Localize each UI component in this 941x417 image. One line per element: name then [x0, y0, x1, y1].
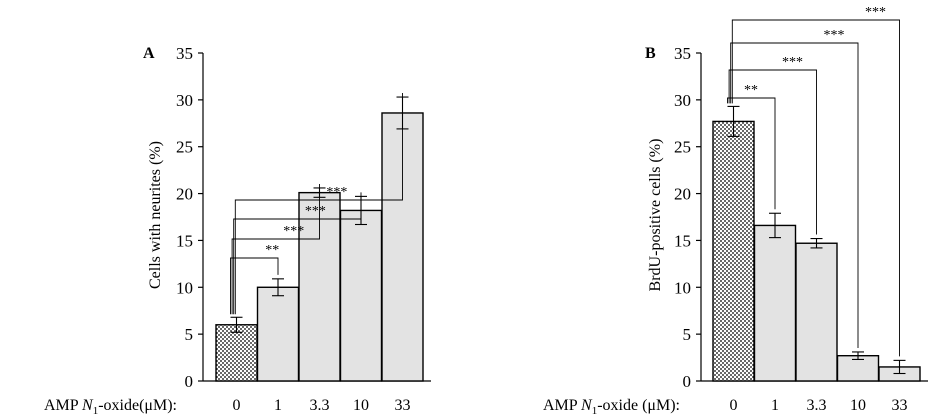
significance-bracket	[233, 192, 362, 315]
bar	[298, 191, 341, 382]
y-tick-label: 0	[185, 372, 194, 391]
y-tick-label: 25	[674, 138, 691, 157]
y-tick-label: 35	[176, 44, 193, 63]
y-tick-label: 20	[674, 185, 691, 204]
x-tick-label: 1	[771, 397, 779, 414]
bar	[753, 224, 797, 382]
significance-label: ***	[305, 204, 326, 219]
significance-bracket	[728, 69, 817, 235]
x-axis-title-prefix: AMP	[44, 397, 82, 414]
x-tick-label: 3.3	[310, 397, 330, 414]
significance-label: ***	[326, 185, 347, 200]
x-axis-title-prefix: AMP	[543, 397, 581, 414]
panel-label: B	[645, 45, 656, 62]
x-tick-label: 10	[353, 397, 369, 414]
significance-bracket	[730, 42, 859, 348]
x-axis-title: AMP N1-oxide (μM):	[543, 397, 680, 417]
x-tick-label: 10	[850, 397, 866, 414]
significance-label: **	[265, 243, 279, 258]
x-axis-title-suffix: -oxide(μM):	[98, 397, 177, 414]
y-tick-label: 15	[176, 231, 193, 250]
significance-bracket	[731, 19, 900, 357]
bar	[256, 286, 300, 382]
x-axis-title-sub: 1	[93, 405, 99, 417]
x-tick-label: 0	[730, 397, 738, 414]
x-axis-title-var: N	[580, 397, 593, 414]
bar	[339, 209, 383, 382]
significance-label: ***	[824, 28, 845, 43]
significance-label: ***	[782, 55, 803, 70]
y-tick-label: 10	[176, 278, 193, 297]
y-tick-label: 35	[674, 44, 691, 63]
y-tick-label: 25	[176, 138, 193, 157]
y-tick-label: 30	[674, 91, 691, 110]
y-tick-label: 10	[674, 278, 691, 297]
y-tick-label: 30	[176, 91, 193, 110]
y-tick-label: 15	[674, 231, 691, 250]
y-tick-label: 0	[683, 372, 692, 391]
bar	[712, 120, 755, 382]
chart-panel-A: A Cells with neurites (%) 0 5 10 15 20 25 30 35 0 1…	[44, 44, 431, 417]
significance-label: ***	[865, 5, 886, 20]
significance-bracket	[231, 183, 320, 315]
y-tick-label: 20	[176, 185, 193, 204]
y-axis-title: BrdU-positive cells (%)	[647, 139, 664, 292]
significance-label: ***	[283, 224, 304, 239]
x-tick-label: 0	[233, 397, 241, 414]
x-axis-title-suffix: -oxide (μM):	[597, 397, 680, 414]
bar	[215, 324, 258, 382]
significance-bracket	[234, 93, 403, 315]
x-tick-label: 1	[274, 397, 282, 414]
significance-label: **	[744, 83, 758, 98]
significance-bracket	[727, 97, 776, 210]
y-tick-label: 5	[683, 325, 692, 344]
x-tick-label: 3.3	[807, 397, 827, 414]
x-axis-title-sub: 1	[592, 405, 598, 417]
x-axis-title: AMP N1-oxide(μM):	[44, 397, 177, 417]
x-tick-label: 33	[395, 397, 411, 414]
y-tick-label: 5	[185, 325, 194, 344]
bar	[795, 242, 838, 382]
x-tick-label: 33	[892, 397, 908, 414]
chart-panel-B: B BrdU-positive cells (%) 0 5 10 15 20 25 30 35 0 1…	[543, 5, 928, 417]
significance-bracket	[230, 257, 279, 315]
y-axis-title: Cells with neurites (%)	[147, 141, 164, 289]
panel-label: A	[143, 45, 155, 62]
x-axis-title-var: N	[81, 397, 94, 414]
